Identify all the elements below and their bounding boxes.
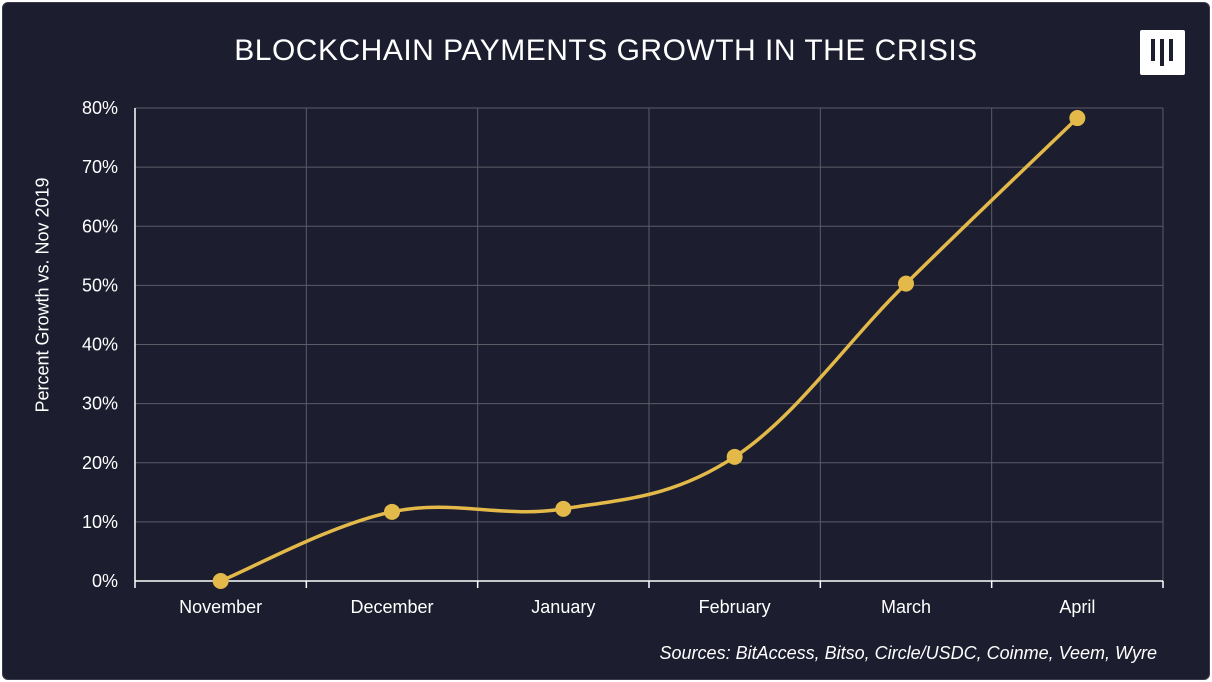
x-tick-label: April	[1059, 597, 1095, 617]
y-tick-labels: 0% 10% 20% 30% 40% 50% 60% 70% 80%	[82, 98, 118, 591]
y-tick-label: 50%	[82, 275, 118, 295]
chart-title: BLOCKCHAIN PAYMENTS GROWTH IN THE CRISIS	[234, 34, 978, 67]
data-point-november	[212, 573, 229, 589]
series-line	[218, 116, 1080, 583]
publisher-logo	[1140, 30, 1185, 75]
source-note: Sources: BitAccess, Bitso, Circle/USDC, …	[659, 643, 1157, 663]
x-tick-label: February	[699, 597, 771, 617]
data-point-december	[384, 503, 400, 520]
y-tick-label: 80%	[82, 98, 118, 118]
y-tick-label: 70%	[82, 157, 118, 177]
x-tick-label: January	[531, 597, 595, 617]
y-tick-label: 0%	[92, 571, 118, 591]
x-tick-label: December	[350, 597, 433, 617]
y-tick-label: 60%	[82, 216, 118, 236]
y-tick-label: 30%	[82, 394, 118, 414]
x-tick-label: March	[881, 597, 931, 617]
y-tick-label: 40%	[82, 335, 118, 355]
y-tick-label: 20%	[82, 453, 118, 473]
axis-layer	[134, 108, 1164, 588]
series-layer	[212, 110, 1086, 589]
line-chart: 0% 10% 20% 30% 40% 50% 60% 70% 80% November Decem…	[82, 98, 1164, 617]
data-point-march	[898, 275, 914, 292]
data-point-april	[1069, 110, 1086, 127]
data-point-january	[555, 500, 572, 517]
data-point-february	[726, 448, 743, 465]
x-tick-labels: November December January February March Apri…	[179, 597, 1095, 617]
y-tick-label: 10%	[82, 512, 118, 532]
x-tick-label: November	[179, 597, 262, 617]
logo-mark-icon	[1151, 39, 1173, 66]
grid-layer	[135, 107, 1164, 581]
